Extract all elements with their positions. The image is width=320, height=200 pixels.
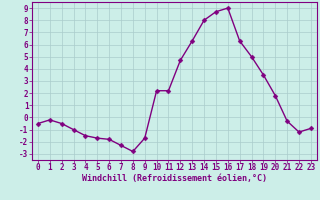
X-axis label: Windchill (Refroidissement éolien,°C): Windchill (Refroidissement éolien,°C): [82, 174, 267, 183]
